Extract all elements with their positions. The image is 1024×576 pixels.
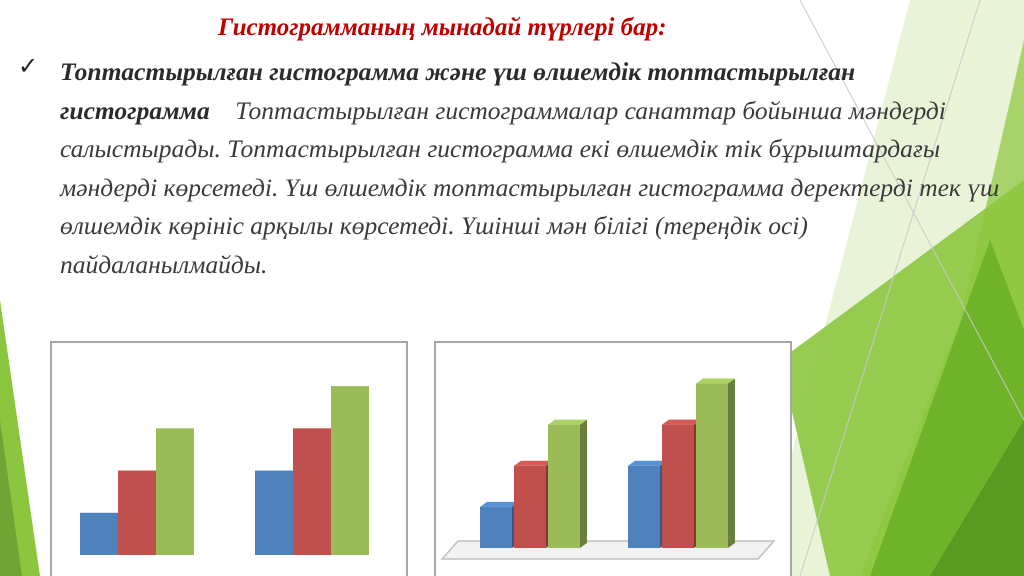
bar-s1-c1 (80, 512, 118, 555)
bar-s1-c2 (255, 470, 293, 555)
bar3d-s2-c2 (662, 419, 701, 548)
clustered-bar-chart-plot (80, 386, 369, 555)
bar3d-s1-c1 (480, 501, 519, 548)
bullet-body-text: Топтастырылған гистограммалар санаттар б… (60, 95, 1000, 279)
bullet-bold-text: Топтастырылған гистограмма және үш өлшем… (60, 57, 856, 125)
clustered-3d-bar-chart-plot (440, 378, 776, 560)
bar-s2-c1 (118, 470, 156, 555)
bar3d-s1-c2 (628, 460, 667, 548)
bar3d-s3-c2 (696, 378, 735, 548)
bar-s3-c2 (331, 386, 369, 555)
slide-heading: Гистограмманың мынадай түрлері бар: (218, 14, 667, 41)
clustered-3d-bar-chart (434, 341, 792, 576)
bar3d-s3-c1 (548, 419, 587, 548)
bullet-paragraph: Топтастырылған гистограмма және үш өлшем… (60, 53, 1020, 284)
clustered-bar-chart (50, 341, 408, 576)
bar-s3-c1 (156, 428, 194, 555)
checkmark-icon: ✓ (18, 52, 39, 80)
bar3d-s2-c1 (514, 460, 553, 548)
bar-s2-c2 (293, 428, 331, 555)
